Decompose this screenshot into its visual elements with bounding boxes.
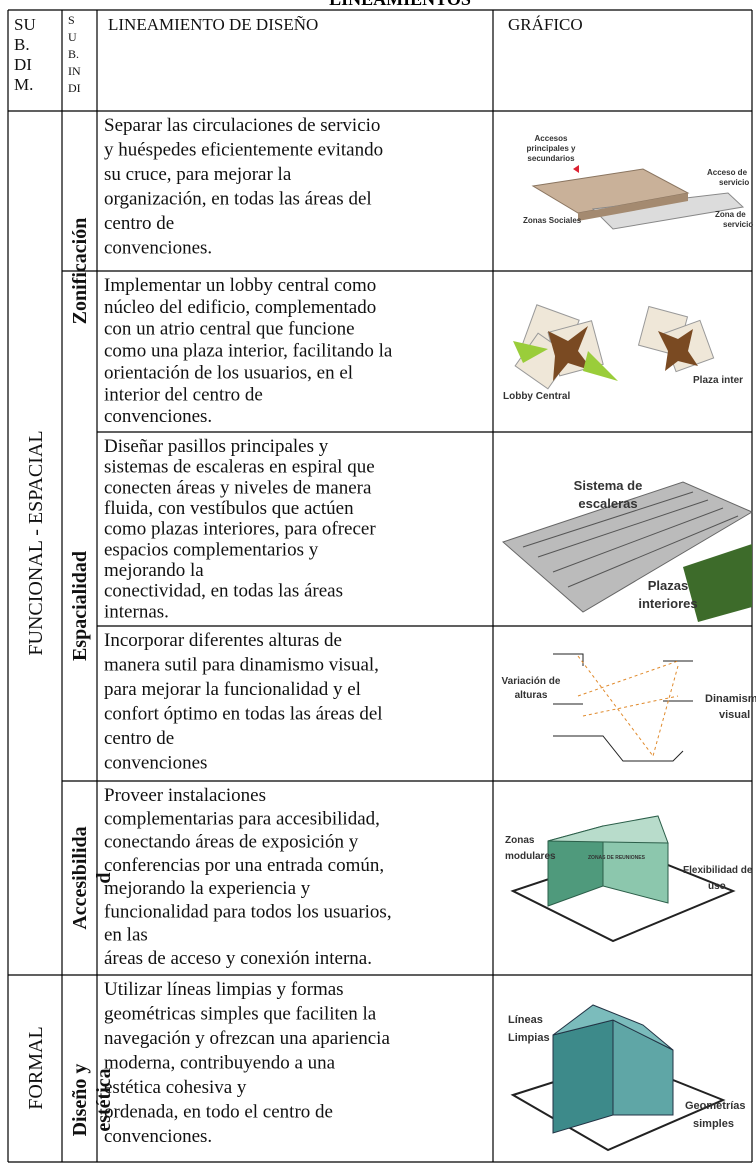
guideline-text: conecten áreas y niveles de manera (104, 477, 372, 498)
graphic-zonificacion-1: Accesos principales y secundarios Zonas … (523, 134, 753, 230)
guideline-text: funcionalidad para todos los usuarios, (104, 901, 392, 922)
graphic-label: modulares (505, 851, 556, 862)
graphic-label: Acceso de (707, 168, 748, 177)
header-text: IN (68, 64, 81, 78)
guideline-text: conectando áreas de exposición y (104, 832, 359, 853)
graphic-label: Zona de (715, 210, 746, 219)
graphic-label: Limpias (508, 1032, 550, 1044)
guideline-text: para mejorar la funcionalidad y el (104, 679, 361, 700)
graphic-label: escaleras (578, 496, 637, 511)
graphic-label: Plaza inter (693, 375, 743, 386)
indicator-label: estética (93, 1068, 115, 1131)
header-text: B. (68, 47, 79, 61)
graphic-espacialidad-1: Sistema de escaleras Plazas interiores (502, 478, 754, 622)
graphic-label: alturas (515, 690, 548, 701)
guideline-text: manera sutil para dinamismo visual, (104, 655, 379, 676)
graphic-label: servicio (723, 220, 753, 229)
guideline-text: organización, en todas las áreas del (104, 189, 372, 210)
indicator-label: d (93, 872, 115, 883)
guideline-text: Separar las circulaciones de servicio (104, 115, 380, 136)
guideline-text: mejorando la experiencia y (104, 878, 311, 899)
graphic-label: ZONAS DE REUNIONES (588, 855, 646, 861)
guideline-text: conferencias por una entrada común, (104, 855, 384, 876)
graphic-label: interiores (638, 596, 697, 611)
guideline-text: complementarias para accesibilidad, (104, 808, 380, 829)
graphic-label: Sistema de (574, 478, 643, 493)
guideline-text: mejorando la (104, 560, 204, 581)
header-text: DI (68, 81, 81, 95)
guideline-text: convenciones (104, 753, 207, 774)
guideline-text: geométricas simples que faciliten la (104, 1004, 377, 1025)
dimension-label: FUNCIONAL - ESPACIAL (25, 430, 47, 655)
guideline-text: con un atrio central que funcione (104, 319, 355, 340)
graphic-accesibilidad: Zonas modulares ZONAS DE REUNIONES Flexi… (505, 815, 753, 943)
guideline-text: orientación de los usuarios, en el (104, 362, 353, 383)
graphic-label: Accesos (535, 134, 568, 143)
graphic-label: Lobby Central (503, 391, 570, 402)
indicator-label: Espacialidad (69, 551, 91, 661)
header-text: B. (14, 35, 30, 54)
guideline-text: Incorporar diferentes alturas de (104, 630, 342, 651)
page-title: LINEAMIENTOS (329, 0, 471, 9)
graphic-label: Flexibilidad de (683, 865, 753, 876)
guideline-text: fluida, con vestíbulos que actúen (104, 498, 354, 519)
guideline-text: centro de (104, 728, 174, 749)
graphic-zonificacion-2: Lobby Central Plaza inter (503, 304, 743, 402)
guideline-text: convenciones. (104, 406, 212, 427)
guideline-text: internas. (104, 601, 169, 622)
guideline-text: interior del centro de (104, 384, 263, 405)
guideline-text: Diseñar pasillos principales y (104, 436, 329, 457)
indicator-label: Zonificación (69, 218, 91, 325)
graphic-label: servicio (719, 178, 749, 187)
header-text: M. (14, 75, 33, 94)
indicator-label: Accesibilida (69, 826, 91, 929)
guideline-text: navegación y ofrezcan una apariencia (104, 1028, 390, 1049)
guideline-text: Implementar un lobby central como (104, 275, 376, 296)
graphic-formal: Líneas Limpias Geometrías simples (508, 1004, 746, 1152)
graphic-label: uso (708, 881, 726, 892)
guideline-text: convenciones. (104, 1126, 212, 1147)
graphic-label: visual (719, 709, 750, 721)
graphic-label: Líneas (508, 1014, 543, 1026)
guideline-text: moderna, contribuyendo a una (104, 1053, 336, 1074)
graphic-label: Zonas Sociales (523, 216, 582, 225)
graphic-label: Zonas (505, 835, 535, 846)
header-text: DI (14, 55, 32, 74)
graphic-label: Geometrías (685, 1100, 746, 1112)
guideline-text: su cruce, para mejorar la (104, 164, 292, 185)
graphic-label: secundarios (527, 154, 575, 163)
graphic-label: principales y (527, 144, 576, 153)
graphic-label: Variación de (502, 676, 561, 687)
guideline-text: núcleo del edificio, complementado (104, 297, 376, 318)
guideline-text: conectividad, en todas las áreas (104, 581, 343, 602)
header-text: GRÁFICO (508, 15, 583, 34)
guideline-text: estética cohesiva y (104, 1077, 247, 1098)
guideline-text: áreas de acceso y conexión interna. (104, 948, 372, 969)
graphic-label: simples (693, 1118, 734, 1130)
guideline-text: confort óptimo en todas las áreas del (104, 704, 383, 725)
guideline-text: Utilizar líneas limpias y formas (104, 979, 344, 1000)
graphic-espacialidad-2: Variación de alturas Dinamism visual (502, 653, 756, 762)
guideline-text: y huéspedes eficientemente evitando (104, 140, 383, 161)
guideline-text: como una plaza interior, facilitando la (104, 341, 393, 362)
header-text: U (68, 30, 77, 44)
header-text: S (68, 13, 75, 27)
header-text: SU (14, 15, 36, 34)
guideline-text: en las (104, 925, 148, 946)
guideline-text: ordenada, en todo el centro de (104, 1102, 333, 1123)
guideline-text: como plazas interiores, para ofrecer (104, 519, 376, 540)
guideline-text: convenciones. (104, 238, 212, 259)
guideline-text: centro de (104, 213, 174, 234)
indicator-label: Diseño y (69, 1064, 91, 1137)
guideline-text: Proveer instalaciones (104, 785, 266, 806)
graphic-label: Dinamism (705, 693, 756, 705)
guideline-text: espacios complementarios y (104, 539, 319, 560)
graphic-label: Plazas (648, 578, 688, 593)
dimension-label: FORMAL (25, 1026, 47, 1109)
header-text: LINEAMIENTO DE DISEÑO (108, 15, 318, 34)
guideline-text: sistemas de escaleras en espiral que (104, 457, 375, 478)
